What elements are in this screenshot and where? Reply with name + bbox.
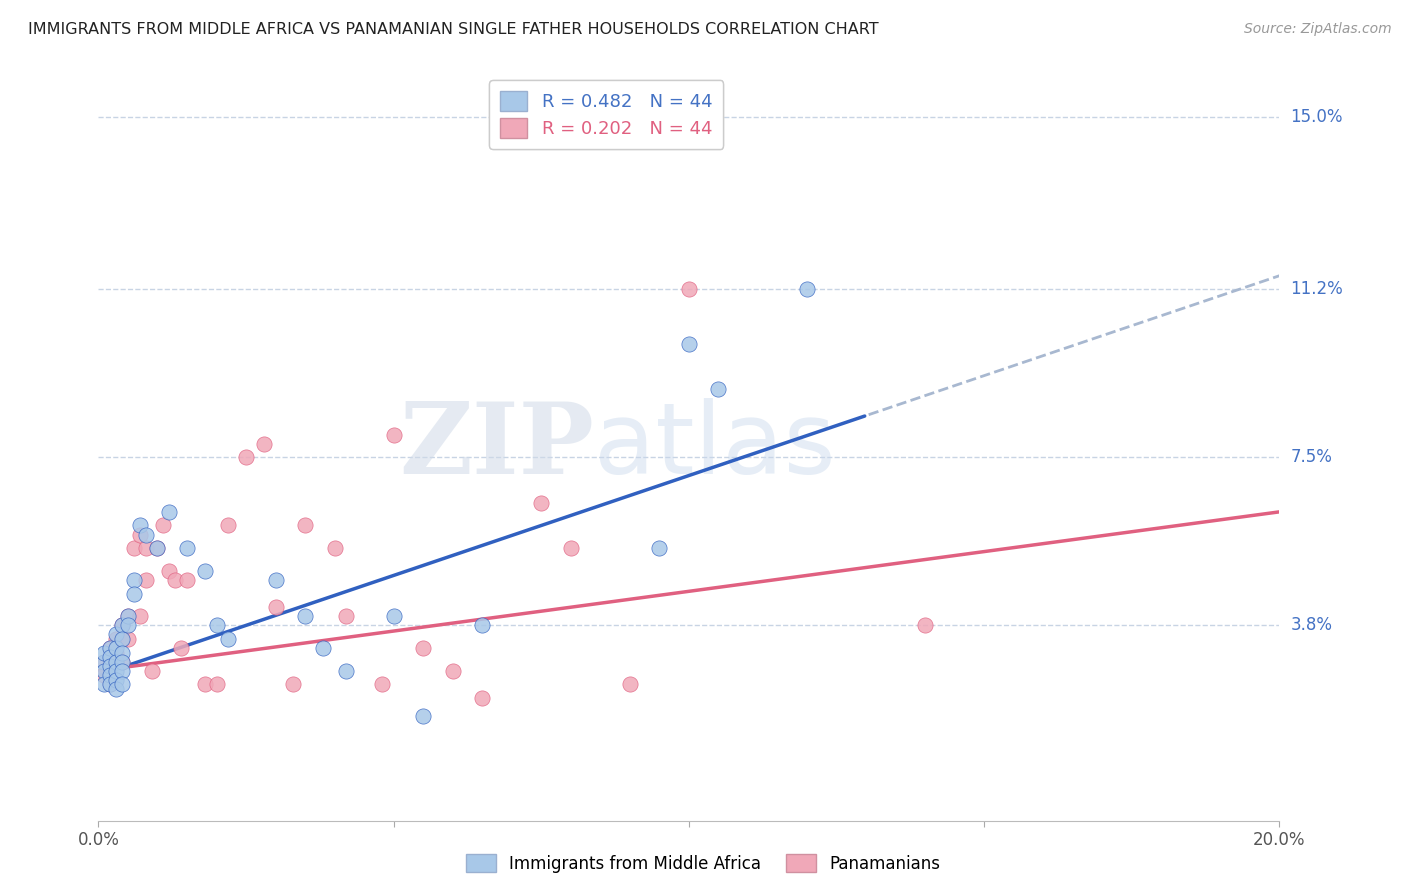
Point bbox=[560, 541, 582, 556]
Point bbox=[135, 527, 157, 541]
Point bbox=[235, 450, 257, 465]
Point bbox=[335, 609, 357, 624]
Point bbox=[105, 664, 128, 678]
Point bbox=[194, 564, 217, 578]
Point bbox=[157, 505, 180, 519]
Point bbox=[98, 677, 121, 691]
Text: 15.0%: 15.0% bbox=[1291, 108, 1343, 126]
Point bbox=[382, 427, 405, 442]
Point bbox=[105, 681, 128, 696]
Point bbox=[128, 518, 150, 533]
Point bbox=[217, 518, 239, 533]
Point bbox=[128, 609, 150, 624]
Text: 3.8%: 3.8% bbox=[1291, 616, 1333, 634]
Point bbox=[93, 655, 115, 669]
Text: IMMIGRANTS FROM MIDDLE AFRICA VS PANAMANIAN SINGLE FATHER HOUSEHOLDS CORRELATION: IMMIGRANTS FROM MIDDLE AFRICA VS PANAMAN… bbox=[28, 22, 879, 37]
Legend: R = 0.482   N = 44, R = 0.202   N = 44: R = 0.482 N = 44, R = 0.202 N = 44 bbox=[489, 80, 723, 149]
Point bbox=[93, 668, 115, 682]
Point bbox=[98, 677, 121, 691]
Point bbox=[93, 677, 115, 691]
Point bbox=[471, 618, 494, 632]
Point bbox=[111, 632, 134, 646]
Point bbox=[335, 664, 357, 678]
Point bbox=[294, 518, 316, 533]
Point bbox=[93, 664, 115, 678]
Point bbox=[122, 541, 145, 556]
Point bbox=[914, 618, 936, 632]
Point bbox=[471, 691, 494, 706]
Point bbox=[105, 655, 128, 669]
Point bbox=[312, 641, 335, 656]
Point bbox=[111, 618, 134, 632]
Legend: Immigrants from Middle Africa, Panamanians: Immigrants from Middle Africa, Panamania… bbox=[458, 847, 948, 880]
Point bbox=[135, 573, 157, 587]
Point bbox=[111, 618, 134, 632]
Point bbox=[141, 664, 163, 678]
Point bbox=[128, 527, 150, 541]
Point bbox=[194, 677, 217, 691]
Text: 11.2%: 11.2% bbox=[1291, 280, 1343, 298]
Point bbox=[371, 677, 394, 691]
Text: 7.5%: 7.5% bbox=[1291, 449, 1333, 467]
Point bbox=[105, 673, 128, 687]
Point bbox=[170, 641, 193, 656]
Text: ZIP: ZIP bbox=[399, 398, 595, 494]
Point bbox=[648, 541, 671, 556]
Point bbox=[111, 677, 134, 691]
Point bbox=[157, 564, 180, 578]
Point bbox=[796, 282, 818, 296]
Point bbox=[253, 436, 276, 450]
Point bbox=[176, 541, 198, 556]
Point bbox=[117, 618, 139, 632]
Point bbox=[176, 573, 198, 587]
Point bbox=[146, 541, 169, 556]
Point bbox=[678, 336, 700, 351]
Point bbox=[152, 518, 174, 533]
Point bbox=[105, 632, 128, 646]
Point bbox=[382, 609, 405, 624]
Point bbox=[111, 655, 134, 669]
Point bbox=[117, 609, 139, 624]
Point bbox=[105, 627, 128, 641]
Point bbox=[146, 541, 169, 556]
Point bbox=[678, 282, 700, 296]
Point bbox=[441, 664, 464, 678]
Point bbox=[294, 609, 316, 624]
Point bbox=[412, 709, 434, 723]
Point bbox=[111, 655, 134, 669]
Point bbox=[98, 641, 121, 656]
Point bbox=[98, 650, 121, 665]
Point bbox=[530, 496, 553, 510]
Point bbox=[205, 618, 228, 632]
Point bbox=[122, 573, 145, 587]
Point bbox=[264, 600, 287, 615]
Point bbox=[98, 641, 121, 656]
Point bbox=[165, 573, 187, 587]
Point bbox=[93, 646, 115, 660]
Point bbox=[707, 382, 730, 396]
Point bbox=[323, 541, 346, 556]
Point bbox=[619, 677, 641, 691]
Point bbox=[111, 646, 134, 660]
Text: atlas: atlas bbox=[595, 398, 837, 494]
Point bbox=[111, 664, 134, 678]
Point bbox=[111, 632, 134, 646]
Point bbox=[98, 668, 121, 682]
Text: Source: ZipAtlas.com: Source: ZipAtlas.com bbox=[1244, 22, 1392, 37]
Point bbox=[205, 677, 228, 691]
Point bbox=[98, 659, 121, 673]
Point bbox=[117, 609, 139, 624]
Point bbox=[283, 677, 305, 691]
Point bbox=[105, 641, 128, 656]
Point bbox=[93, 655, 115, 669]
Point bbox=[105, 646, 128, 660]
Point bbox=[122, 586, 145, 600]
Point bbox=[264, 573, 287, 587]
Point bbox=[412, 641, 434, 656]
Point bbox=[117, 632, 139, 646]
Point bbox=[98, 650, 121, 665]
Point bbox=[217, 632, 239, 646]
Point bbox=[135, 541, 157, 556]
